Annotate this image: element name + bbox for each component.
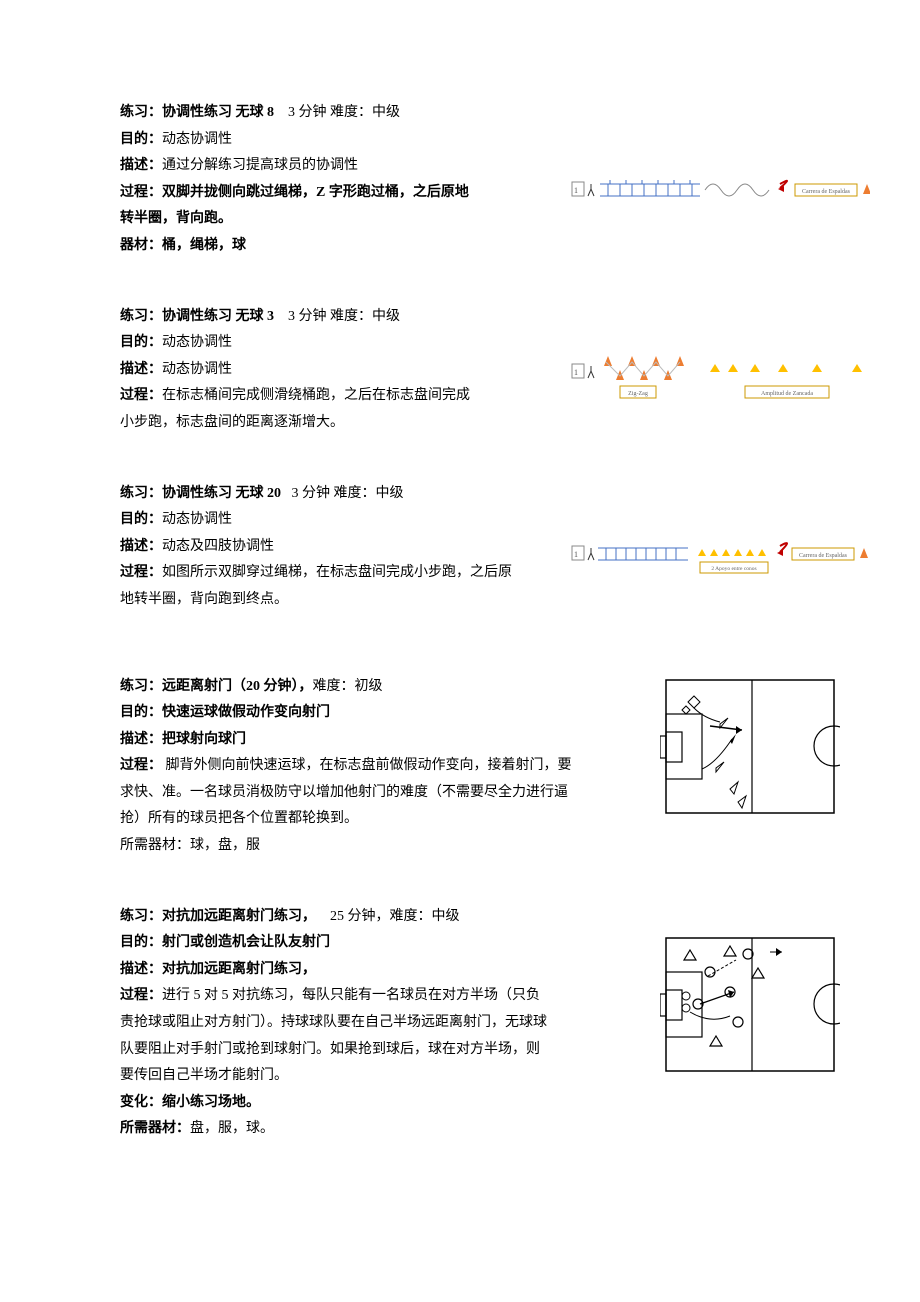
title-text: 协调性练习 无球 3 bbox=[162, 309, 274, 324]
title-text: 协调性练习 无球 20 bbox=[162, 486, 281, 501]
goal-text: 快速运球做假动作变向射门 bbox=[162, 705, 330, 720]
svg-text:1: 1 bbox=[574, 550, 578, 559]
desc-text: 动态及四肢协调性 bbox=[162, 539, 274, 554]
equip-label: 所需器材： bbox=[120, 838, 190, 853]
meta-text: 3 分钟 难度：中级 bbox=[288, 105, 400, 120]
desc-label: 描述： bbox=[120, 158, 162, 173]
equip-label: 器材： bbox=[120, 238, 162, 253]
proc-label: 过程： bbox=[120, 565, 162, 580]
equip-label: 所需器材： bbox=[120, 1121, 190, 1136]
goal-label: 目的： bbox=[120, 705, 162, 720]
desc-text: 通过分解练习提高球员的协调性 bbox=[162, 158, 358, 173]
title-text: 协调性练习 无球 8 bbox=[162, 105, 274, 120]
proc-text: 脚背外侧向前快速运球，在标志盘前做假动作变向，接着射门，要求快、准。一名球员消极… bbox=[120, 758, 572, 826]
title-label: 练习： bbox=[120, 486, 162, 501]
zigzag-label: Zig-Zag bbox=[628, 391, 648, 397]
desc-text: 对抗加远距离射门练习， bbox=[162, 962, 316, 977]
equip-text: 盘，服，球。 bbox=[190, 1121, 274, 1136]
goal-text: 动态协调性 bbox=[162, 512, 232, 527]
title-label: 练习： bbox=[120, 309, 162, 324]
diagram-label: Carrera de Espaldas bbox=[802, 189, 851, 195]
meta-text: 3 分钟 难度：中级 bbox=[288, 309, 400, 324]
title-text: 远距离射门（20 分钟）， bbox=[162, 679, 313, 694]
end-label: Carrera de Espaldas bbox=[799, 553, 848, 559]
proc-label: 过程： bbox=[120, 988, 162, 1003]
stride-label: Amplitud de Zancada bbox=[761, 391, 813, 397]
meta-mid: 25 分钟，难度：中级 bbox=[330, 909, 460, 924]
goal-text: 动态协调性 bbox=[162, 132, 232, 147]
diagram-ex3: 1 bbox=[570, 536, 870, 578]
field-diagram-1 bbox=[660, 674, 840, 819]
meta-text: 3 分钟 难度：中级 bbox=[292, 486, 404, 501]
exercise-block-1: 1 bbox=[120, 100, 800, 260]
proc-label: 过程： bbox=[120, 388, 162, 403]
meta-post: 难度：初级 bbox=[313, 679, 383, 694]
svg-text:1: 1 bbox=[574, 368, 578, 377]
proc-text: 进行 5 对 5 对抗练习，每队只能有一名球员在对方半场（只负责抢球或阻止对方射… bbox=[120, 988, 547, 1083]
exercise-block-2: 1 Zig-Zag bbox=[120, 304, 800, 437]
mid-label: 2 Apoyo entre conos bbox=[711, 566, 756, 572]
title-row: 练习：协调性练习 无球 8 3 分钟 难度：中级 bbox=[120, 100, 800, 127]
exercise-block-3: 1 bbox=[120, 481, 800, 614]
diagram-ex1: 1 bbox=[570, 170, 870, 210]
goal-label: 目的： bbox=[120, 935, 162, 950]
exercise-block-5: 练习：对抗加远距离射门练习， 25 分钟，难度：中级 目的：射门或创造机会让队友… bbox=[120, 904, 800, 1143]
equip-text: 球，盘，服 bbox=[190, 838, 260, 853]
goal-label: 目的： bbox=[120, 512, 162, 527]
equip-text: 桶，绳梯，球 bbox=[162, 238, 246, 253]
title-label: 练习： bbox=[120, 679, 162, 694]
desc-label: 描述： bbox=[120, 539, 162, 554]
diagram-ex2: 1 Zig-Zag bbox=[570, 352, 870, 412]
desc-text: 动态协调性 bbox=[162, 362, 232, 377]
proc-text: 双脚并拢侧向跳过绳梯，Z 字形跑过桶，之后原地转半圈，背向跑。 bbox=[120, 185, 469, 227]
goal-text: 动态协调性 bbox=[162, 335, 232, 350]
page: 1 bbox=[0, 0, 920, 1247]
exercise-block-4: 练习：远距离射门（20 分钟），难度：初级 目的：快速运球做假动作变向射门 描述… bbox=[120, 674, 800, 860]
proc-text: 如图所示双脚穿过绳梯，在标志盘间完成小步跑，之后原地转半圈，背向跑到终点。 bbox=[120, 565, 512, 607]
desc-label: 描述： bbox=[120, 732, 162, 747]
desc-label: 描述： bbox=[120, 962, 162, 977]
var-text: 缩小练习场地。 bbox=[162, 1095, 260, 1110]
field-diagram-2 bbox=[660, 932, 840, 1077]
goal-label: 目的： bbox=[120, 132, 162, 147]
goal-text: 射门或创造机会让队友射门 bbox=[162, 935, 330, 950]
svg-text:1: 1 bbox=[574, 186, 578, 195]
proc-text: 在标志桶间完成侧滑绕桶跑，之后在标志盘间完成小步跑，标志盘间的距离逐渐增大。 bbox=[120, 388, 470, 430]
desc-label: 描述： bbox=[120, 362, 162, 377]
proc-label: 过程： bbox=[120, 758, 162, 773]
desc-text: 把球射向球门 bbox=[162, 732, 246, 747]
title-label: 练习： bbox=[120, 105, 162, 120]
title-text: 对抗加远距离射门练习， bbox=[162, 909, 316, 924]
var-label: 变化： bbox=[120, 1095, 162, 1110]
title-label: 练习： bbox=[120, 909, 162, 924]
goal-label: 目的： bbox=[120, 335, 162, 350]
proc-label: 过程： bbox=[120, 185, 162, 200]
